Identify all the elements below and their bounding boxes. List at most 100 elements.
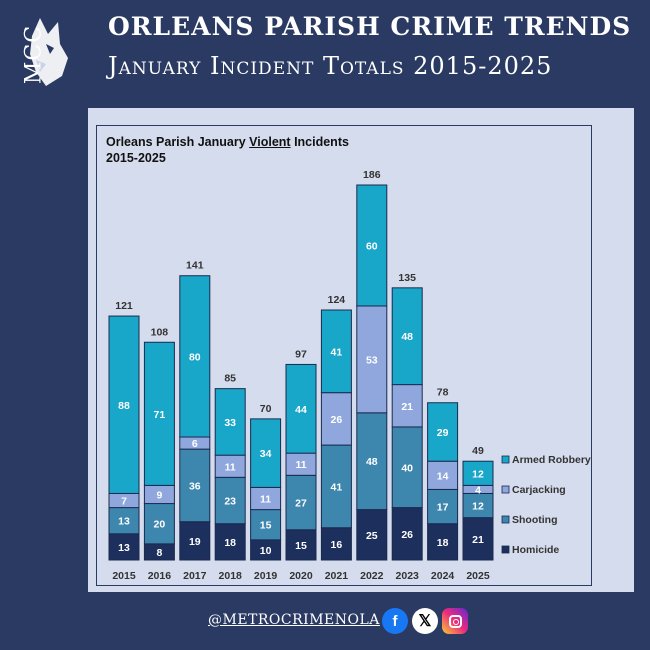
data-label: 8	[156, 547, 162, 559]
bar-segment	[108, 315, 140, 494]
legend-swatch	[501, 545, 510, 554]
bar-segment	[462, 492, 494, 519]
chart-title-pre: Orleans Parish January	[106, 135, 250, 149]
data-label: 20	[154, 519, 166, 531]
data-label: 71	[154, 409, 166, 421]
data-label: 12	[472, 501, 484, 513]
legend-label: Shooting	[512, 514, 558, 526]
data-label: 41	[331, 346, 343, 358]
total-label: 186	[363, 169, 381, 181]
data-label: 34	[260, 448, 272, 460]
data-label: 29	[437, 427, 449, 439]
data-label: 18	[437, 537, 449, 549]
x-tick-label: 2024	[431, 570, 455, 582]
bar-segment	[214, 388, 246, 456]
facebook-icon[interactable]: f	[382, 608, 408, 634]
bar-segment	[214, 476, 246, 525]
data-label: 12	[472, 468, 484, 480]
data-label: 40	[401, 462, 413, 474]
bar-segment	[143, 503, 175, 545]
page-subtitle: January Incident Totals 2015-2025	[108, 52, 553, 80]
legend-swatch	[501, 455, 510, 464]
data-label: 10	[260, 545, 272, 557]
data-label: 80	[189, 351, 201, 363]
x-tick-label: 2025	[466, 570, 490, 582]
data-label: 26	[401, 529, 413, 541]
bar-segment	[391, 507, 423, 561]
total-label: 124	[328, 294, 346, 306]
data-label: 6	[192, 438, 198, 450]
data-label: 13	[118, 516, 130, 528]
social-handle[interactable]: @METROCRIMENOLA	[208, 612, 380, 628]
page-title: Orleans Parish Crime Trends	[108, 12, 632, 41]
data-label: 23	[224, 496, 236, 508]
bar-segment	[462, 460, 494, 486]
bar-segment	[427, 488, 459, 525]
bar-segment	[108, 533, 140, 561]
bar-segment	[427, 402, 459, 462]
data-label: 18	[224, 537, 236, 549]
data-label: 88	[118, 400, 130, 412]
total-label: 78	[437, 387, 449, 399]
instagram-icon[interactable]	[442, 608, 468, 634]
data-label: 19	[189, 536, 201, 548]
bar-segment	[214, 523, 246, 561]
legend-label: Homicide	[512, 544, 559, 556]
wolf-head-icon	[30, 18, 68, 86]
legend-label: Carjacking	[512, 484, 566, 496]
bar-segment	[320, 527, 352, 561]
legend-label: Armed Robbery	[512, 454, 591, 466]
data-label: 44	[295, 404, 307, 416]
data-label: 11	[225, 461, 236, 473]
total-label: 49	[472, 445, 484, 457]
total-label: 97	[295, 348, 307, 360]
total-label: 121	[115, 300, 133, 312]
bar-segment	[320, 309, 352, 394]
bar-segment	[250, 509, 282, 541]
data-label: 4	[475, 484, 481, 496]
bar-segment	[320, 444, 352, 529]
header: MCC Orleans Parish Crime Trends January …	[0, 0, 650, 100]
x-tick-label: 2022	[360, 570, 384, 582]
data-label: 41	[331, 481, 343, 493]
bar-segment	[356, 305, 388, 414]
x-tick-label: 2017	[183, 570, 207, 582]
data-label: 9	[156, 489, 162, 501]
legend-swatch	[501, 515, 510, 524]
bar-segment	[285, 363, 317, 454]
chart-title: Orleans Parish January Violent Incidents…	[106, 134, 349, 166]
x-tick-label: 2019	[254, 570, 278, 582]
data-label: 14	[437, 470, 449, 482]
data-label: 21	[401, 401, 413, 413]
bar-segment	[391, 384, 423, 428]
total-label: 85	[224, 373, 236, 385]
data-label: 7	[121, 496, 127, 508]
x-icon[interactable]: 𝕏	[412, 608, 438, 634]
x-tick-label: 2021	[325, 570, 349, 582]
x-tick-label: 2015	[112, 570, 136, 582]
data-label: 60	[366, 240, 378, 252]
bar-segment	[143, 341, 175, 486]
data-label: 17	[437, 502, 449, 514]
x-tick-label: 2018	[219, 570, 243, 582]
x-tick-label: 2023	[396, 570, 420, 582]
data-label: 13	[118, 542, 130, 554]
data-label: 48	[366, 456, 378, 468]
bar-segment	[179, 275, 211, 438]
legend-swatch	[501, 485, 510, 494]
bar-segment	[250, 418, 282, 488]
bar-segment	[391, 287, 423, 386]
data-label: 15	[260, 520, 272, 532]
total-label: 108	[151, 326, 169, 338]
total-label: 135	[398, 272, 416, 284]
x-tick-label: 2016	[148, 570, 172, 582]
bar-segment	[391, 426, 423, 509]
wolf-logo: MCC	[6, 14, 70, 90]
data-label: 26	[331, 414, 343, 426]
chart-subtitle: 2015-2025	[106, 151, 166, 165]
data-label: 15	[295, 540, 307, 552]
chart-title-emphasis: Violent	[249, 135, 291, 149]
data-label: 48	[401, 331, 413, 343]
data-label: 11	[295, 459, 306, 471]
